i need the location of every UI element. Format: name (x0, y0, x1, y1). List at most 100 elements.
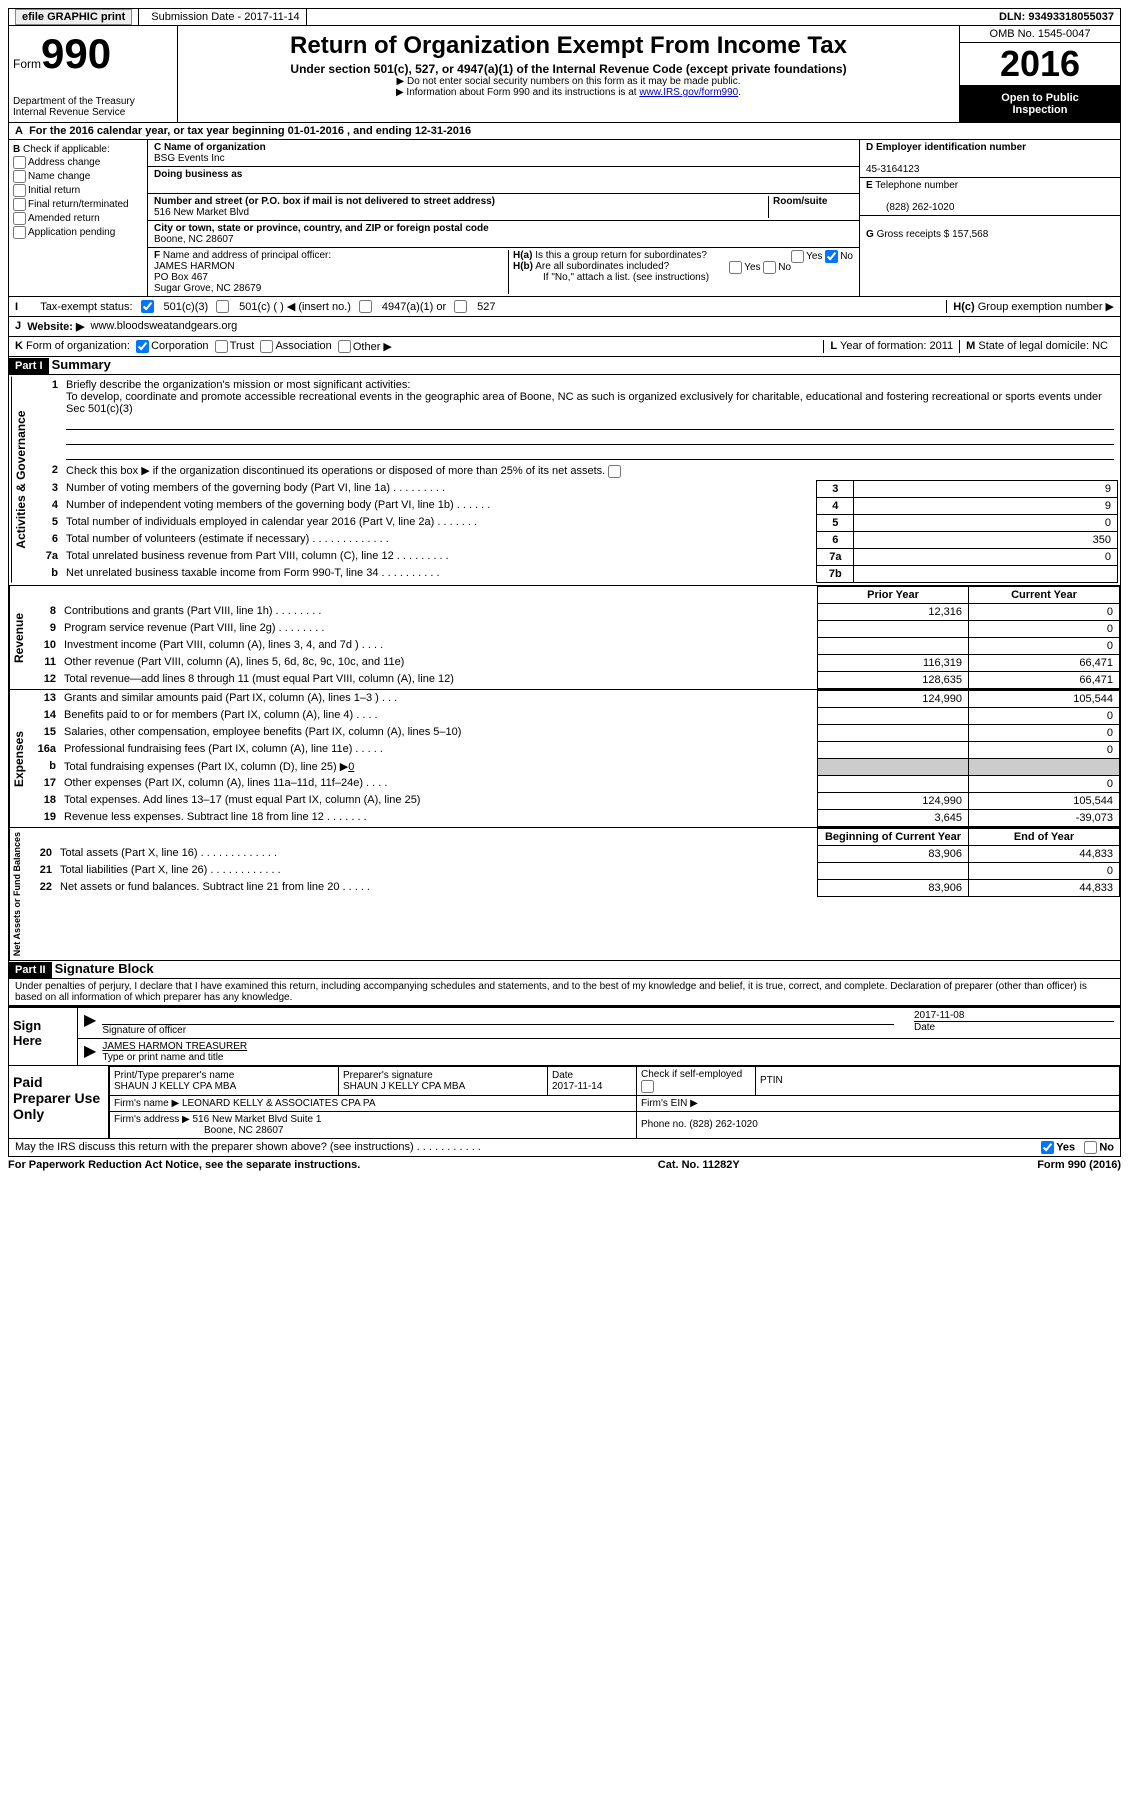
officer-name-title: JAMES HARMON TREASURER (102, 1041, 247, 1052)
cb-corp[interactable] (136, 340, 149, 353)
cb-hb-yes[interactable] (729, 261, 742, 274)
c10: 0 (969, 637, 1120, 654)
c15: 0 (969, 724, 1120, 741)
phone: (828) 262-1020 (866, 202, 954, 213)
cb-hb-no[interactable] (763, 261, 776, 274)
officer-addr1: PO Box 467 (154, 272, 208, 283)
c21: 0 (969, 862, 1120, 879)
cb-address-change[interactable]: Address change (13, 156, 143, 169)
row-j-website: J Website: ▶ www.bloodsweatandgears.org (8, 317, 1121, 337)
side-netassets: Net Assets or Fund Balances (9, 828, 24, 960)
firm-addr1: 516 New Market Blvd Suite 1 (193, 1114, 322, 1125)
c14: 0 (969, 707, 1120, 724)
section-activities: Activities & Governance 1 Briefly descri… (8, 375, 1121, 586)
p20: 83,906 (818, 845, 969, 862)
firm-name: LEONARD KELLY & ASSOCIATES CPA PA (182, 1098, 376, 1109)
city-state-zip: Boone, NC 28607 (154, 234, 234, 245)
p13: 124,990 (818, 690, 969, 707)
section-netassets: Net Assets or Fund Balances Beginning of… (8, 828, 1121, 961)
p16b-grey (818, 758, 969, 775)
c13: 105,544 (969, 690, 1120, 707)
top-bar: efile GRAPHIC print Submission Date - 20… (8, 8, 1121, 26)
v5: 0 (854, 514, 1118, 531)
p22: 83,906 (818, 879, 969, 896)
p16a (818, 741, 969, 758)
cb-application-pending[interactable]: Application pending (13, 226, 143, 239)
state-domicile: State of legal domicile: NC (978, 340, 1108, 352)
c17: 0 (969, 775, 1120, 792)
cb-self-employed[interactable] (641, 1080, 654, 1093)
part1-header: Part I (9, 358, 49, 374)
cb-ha-no[interactable] (825, 250, 838, 263)
cb-501c3[interactable] (141, 300, 154, 313)
street-address: 516 New Market Blvd (154, 207, 249, 218)
col-boy: Beginning of Current Year (818, 828, 969, 845)
v16b: 0 (348, 761, 354, 773)
p9 (818, 620, 969, 637)
c20: 44,833 (969, 845, 1120, 862)
col-eoy: End of Year (969, 828, 1120, 845)
form-footer: Form 990 (2016) (1037, 1159, 1121, 1171)
sig-date: 2017-11-08 (914, 1010, 964, 1021)
cb-assoc[interactable] (260, 340, 273, 353)
dln: DLN: 93493318055037 (993, 9, 1120, 25)
v4: 9 (854, 497, 1118, 514)
part1-title: Summary (52, 357, 111, 372)
p8: 12,316 (818, 603, 969, 620)
section-expenses: Expenses 13Grants and similar amounts pa… (8, 690, 1121, 828)
entity-block: B Check if applicable: Address change Na… (8, 140, 1121, 297)
cb-501c[interactable] (216, 300, 229, 313)
omb-number: OMB No. 1545-0047 (960, 26, 1120, 43)
firm-addr2: Boone, NC 28607 (114, 1125, 284, 1136)
officer-name: JAMES HARMON (154, 261, 235, 272)
cb-discuss-no[interactable] (1084, 1141, 1097, 1154)
v6: 350 (854, 531, 1118, 548)
arrow-icon: ▶ (84, 1041, 96, 1063)
cb-527[interactable] (454, 300, 467, 313)
cb-other[interactable] (338, 340, 351, 353)
officer-addr2: Sugar Grove, NC 28679 (154, 283, 261, 294)
sig-date-label: Date (914, 1022, 935, 1033)
c16b-grey (969, 758, 1120, 775)
open-to-public: Open to PublicInspection (960, 86, 1120, 122)
cb-name-change[interactable]: Name change (13, 170, 143, 183)
cb-trust[interactable] (215, 340, 228, 353)
preparer-name: SHAUN J KELLY CPA MBA (114, 1081, 236, 1092)
part2-title: Signature Block (55, 961, 154, 976)
sig-officer-label: Signature of officer (102, 1025, 186, 1036)
p12: 128,635 (818, 671, 969, 688)
row-a-tax-year: A For the 2016 calendar year, or tax yea… (8, 123, 1121, 140)
cb-final-return[interactable]: Final return/terminated (13, 198, 143, 211)
p19: 3,645 (818, 809, 969, 826)
cb-discuss-yes[interactable] (1041, 1141, 1054, 1154)
row-i-tax-status: I Tax-exempt status: 501(c)(3) 501(c) ( … (8, 297, 1121, 317)
form-title: Return of Organization Exempt From Incom… (186, 32, 951, 60)
row-k-form-org: K Form of organization: Corporation Trus… (8, 337, 1121, 357)
cb-initial-return[interactable]: Initial return (13, 184, 143, 197)
cb-discontinued[interactable] (608, 465, 621, 478)
mission: To develop, coordinate and promote acces… (66, 391, 1102, 415)
hc-group-exemption: Group exemption number ▶ (978, 301, 1114, 313)
cb-amended-return[interactable]: Amended return (13, 212, 143, 225)
p11: 116,319 (818, 654, 969, 671)
c19: -39,073 (969, 809, 1120, 826)
irs-link[interactable]: www.IRS.gov/form990 (639, 87, 738, 98)
efile-print-button[interactable]: efile GRAPHIC print (15, 9, 132, 25)
form-subtitle: Under section 501(c), 527, or 4947(a)(1)… (186, 62, 951, 76)
p15 (818, 724, 969, 741)
cb-ha-yes[interactable] (791, 250, 804, 263)
preparer-date: 2017-11-14 (552, 1081, 602, 1092)
v7b (854, 565, 1118, 582)
website: www.bloodsweatandgears.org (91, 320, 238, 333)
c8: 0 (969, 603, 1120, 620)
sig-name-label: Type or print name and title (102, 1052, 223, 1063)
p21 (818, 862, 969, 879)
v3: 9 (854, 480, 1118, 497)
col-current: Current Year (969, 586, 1120, 603)
cb-4947[interactable] (359, 300, 372, 313)
org-name: BSG Events Inc (154, 153, 225, 164)
page-footer: For Paperwork Reduction Act Notice, see … (8, 1157, 1121, 1173)
preparer-sig: SHAUN J KELLY CPA MBA (343, 1081, 465, 1092)
side-expenses: Expenses (9, 690, 28, 827)
note-info: ▶ Information about Form 990 and its ins… (186, 87, 951, 98)
